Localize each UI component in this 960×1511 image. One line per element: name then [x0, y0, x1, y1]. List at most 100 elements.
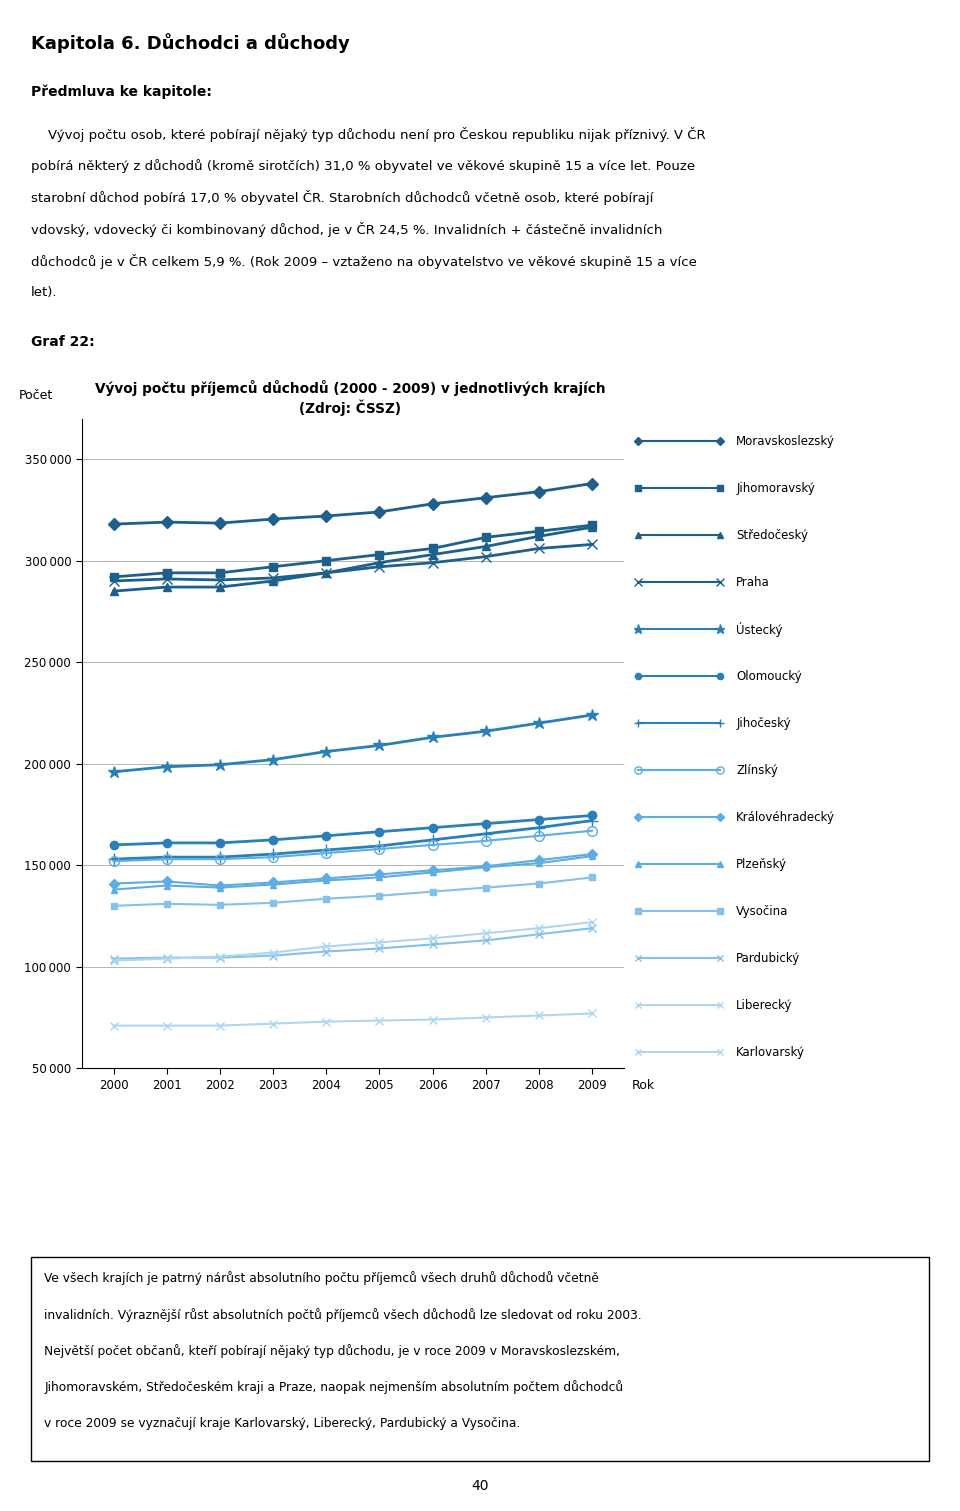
- Jihomoravský: [427, 539, 439, 558]
- Olomoucký: [321, 827, 332, 845]
- Liberecký: [587, 913, 598, 931]
- Vysočina: [161, 895, 173, 913]
- Line: Vysočina: Vysočina: [110, 873, 595, 910]
- Vysočina: [587, 869, 598, 887]
- Karlovarský: [373, 1011, 385, 1029]
- Pardubický: [161, 949, 173, 967]
- Moravskoslezský: [373, 503, 385, 521]
- Středočeský: [480, 538, 492, 556]
- Královéhradecký: [108, 875, 119, 893]
- Vysočina: [214, 896, 226, 914]
- Středočeský: [373, 553, 385, 571]
- Královéhradecký: [267, 873, 278, 891]
- Text: pobírá některý z důchodů (kromě sirotčích) 31,0 % obyvatel ve věkové skupině 15 : pobírá některý z důchodů (kromě sirotčíc…: [31, 159, 695, 172]
- Středočeský: [161, 579, 173, 597]
- Jihočeský: [373, 837, 385, 855]
- Olomoucký: [267, 831, 278, 849]
- Ústecký: [427, 728, 439, 746]
- Moravskoslezský: [427, 494, 439, 512]
- Plzeňský: [427, 863, 439, 881]
- Moravskoslezský: [267, 511, 278, 529]
- Text: Počet: Počet: [19, 390, 54, 402]
- Zlínský: [214, 851, 226, 869]
- Text: Pardubický: Pardubický: [736, 952, 801, 964]
- Karlovarský: [587, 1005, 598, 1023]
- Jihočeský: [427, 831, 439, 849]
- Line: Ústecký: Ústecký: [108, 709, 598, 778]
- Pardubický: [108, 949, 119, 967]
- Moravskoslezský: [161, 514, 173, 532]
- Karlovarský: [161, 1017, 173, 1035]
- Královéhradecký: [587, 845, 598, 863]
- Line: Karlovarský: Karlovarský: [109, 1009, 596, 1031]
- Karlovarský: [321, 1012, 332, 1031]
- Vysočina: [480, 878, 492, 896]
- Text: Jihomoravský: Jihomoravský: [736, 482, 815, 494]
- Text: Zlínský: Zlínský: [736, 763, 779, 777]
- Vysočina: [321, 890, 332, 908]
- Praha: [587, 535, 598, 553]
- Praha: [161, 570, 173, 588]
- Plzeňský: [533, 854, 544, 872]
- Liberecký: [161, 949, 173, 967]
- Praha: [427, 553, 439, 571]
- Karlovarský: [533, 1006, 544, 1024]
- Olomoucký: [587, 807, 598, 825]
- Text: v roce 2009 se vyznačují kraje Karlovarský, Liberecký, Pardubický a Vysočina.: v roce 2009 se vyznačují kraje Karlovars…: [44, 1417, 520, 1429]
- Pardubický: [214, 949, 226, 967]
- Jihočeský: [161, 848, 173, 866]
- Karlovarský: [480, 1008, 492, 1026]
- Text: Ve všech krajích je patrný nárůst absolutního počtu příjemců všech druhů důchodů: Ve všech krajích je patrný nárůst absolu…: [44, 1271, 599, 1286]
- Text: Plzeňský: Plzeňský: [736, 858, 787, 870]
- Liberecký: [480, 925, 492, 943]
- Královéhradecký: [533, 851, 544, 869]
- Text: Vývoj počtu příjemců důchodů (2000 - 2009) v jednotlivých krajích: Vývoj počtu příjemců důchodů (2000 - 200…: [95, 379, 606, 396]
- Plzeňský: [480, 858, 492, 876]
- Plzeňský: [373, 869, 385, 887]
- Středočeský: [321, 564, 332, 582]
- Text: Největší počet občanů, kteří pobírají nějaký typ důchodu, je v roce 2009 v Morav: Největší počet občanů, kteří pobírají ně…: [44, 1345, 620, 1358]
- Moravskoslezský: [480, 488, 492, 506]
- Line: Olomoucký: Olomoucký: [109, 811, 596, 849]
- Jihomoravský: [108, 568, 119, 586]
- Liberecký: [214, 947, 226, 966]
- Olomoucký: [214, 834, 226, 852]
- Liberecký: [373, 934, 385, 952]
- Pardubický: [321, 943, 332, 961]
- Text: Olomoucký: Olomoucký: [736, 669, 802, 683]
- Text: Středočeský: Středočeský: [736, 529, 808, 542]
- Liberecký: [267, 943, 278, 961]
- Line: Moravskoslezský: Moravskoslezský: [109, 479, 596, 529]
- Jihomoravský: [533, 523, 544, 541]
- Praha: [373, 558, 385, 576]
- Line: Liberecký: Liberecký: [109, 917, 596, 966]
- Zlínský: [480, 831, 492, 849]
- Pardubický: [533, 925, 544, 943]
- Text: Moravskoslezský: Moravskoslezský: [736, 435, 835, 447]
- Ústecký: [108, 763, 119, 781]
- Text: Graf 22:: Graf 22:: [31, 335, 94, 349]
- Zlínský: [373, 840, 385, 858]
- Moravskoslezský: [214, 514, 226, 532]
- Text: starobní důchod pobírá 17,0 % obyvatel ČR. Starobních důchodců včetně osob, kter: starobní důchod pobírá 17,0 % obyvatel Č…: [31, 190, 653, 205]
- Moravskoslezský: [533, 482, 544, 500]
- Karlovarský: [108, 1017, 119, 1035]
- Zlínský: [533, 827, 544, 845]
- Text: Karlovarský: Karlovarský: [736, 1046, 805, 1059]
- Jihočeský: [587, 811, 598, 830]
- Praha: [214, 571, 226, 589]
- Jihočeský: [214, 848, 226, 866]
- Jihomoravský: [267, 558, 278, 576]
- Královéhradecký: [161, 872, 173, 890]
- Ústecký: [161, 757, 173, 775]
- Line: Královéhradecký: Královéhradecký: [110, 851, 595, 888]
- Olomoucký: [427, 819, 439, 837]
- Pardubický: [267, 946, 278, 964]
- Text: Kapitola 6. Důchodci a důchody: Kapitola 6. Důchodci a důchody: [31, 33, 349, 53]
- Text: Jihomoravském, Středočeském kraji a Praze, naopak nejmenším absolutním počtem dů: Jihomoravském, Středočeském kraji a Praz…: [44, 1381, 623, 1395]
- Plzeňský: [267, 875, 278, 893]
- Jihočeský: [108, 851, 119, 869]
- Plzeňský: [108, 881, 119, 899]
- Olomoucký: [533, 810, 544, 828]
- Praha: [480, 547, 492, 565]
